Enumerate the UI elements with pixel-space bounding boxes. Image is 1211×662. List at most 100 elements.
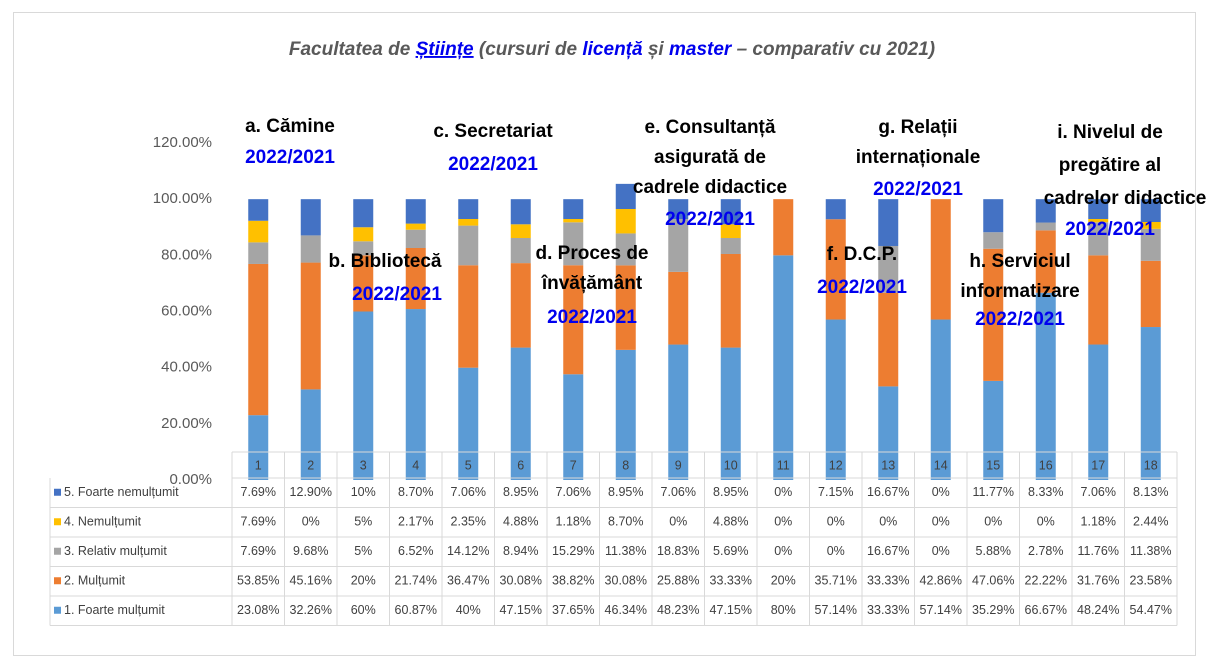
table-value: 33.33% xyxy=(867,574,909,588)
bar-segment xyxy=(878,245,899,293)
table-value: 45.16% xyxy=(290,574,332,588)
table-value: 0% xyxy=(827,544,845,558)
title-part: și xyxy=(643,39,669,60)
annotation: pregătire al xyxy=(1059,155,1161,176)
table-value: 1.18% xyxy=(1081,515,1116,529)
annotation-period: 2022/2021 xyxy=(547,307,637,328)
table-value: 5.88% xyxy=(976,544,1011,558)
table-value: 47.15% xyxy=(500,603,542,617)
annotation: b. Bibliotecă xyxy=(329,251,442,272)
y-tick-label: 0.00% xyxy=(169,471,212,488)
chart-title: Facultatea de Științe (cursuri de licenț… xyxy=(289,39,935,60)
legend-key xyxy=(54,488,61,496)
table-value: 36.47% xyxy=(447,574,489,588)
table-value: 47.06% xyxy=(972,574,1014,588)
table-value: 9.68% xyxy=(293,544,328,558)
bar-segment xyxy=(405,199,426,224)
bar-segment xyxy=(1088,344,1109,480)
x-tick-label: 14 xyxy=(934,458,948,472)
bar-segment xyxy=(510,347,531,480)
x-tick-label: 5 xyxy=(465,458,472,472)
table-value: 25.88% xyxy=(657,574,699,588)
title-part: Facultatea de xyxy=(289,39,416,60)
annotation-period: 2022/2021 xyxy=(975,309,1065,330)
table-value: 14.12% xyxy=(447,544,489,558)
bar-segment xyxy=(615,208,636,234)
table-value: 23.08% xyxy=(237,603,279,617)
table-value: 47.15% xyxy=(710,603,752,617)
y-tick-label: 120.00% xyxy=(153,134,212,151)
bar-segment xyxy=(615,349,636,480)
bar-segment xyxy=(248,220,269,243)
table-value: 7.69% xyxy=(241,485,276,499)
bar-segment xyxy=(825,219,846,320)
table-value: 21.74% xyxy=(395,574,437,588)
table-value: 0% xyxy=(1037,515,1055,529)
bar-segment xyxy=(1088,218,1109,223)
annotation-period: 2022/2021 xyxy=(817,277,907,298)
bar-segment xyxy=(720,347,741,480)
table-value: 8.95% xyxy=(503,485,538,499)
bar-segment xyxy=(405,229,426,249)
legend-key xyxy=(54,518,61,526)
table-value: 1.18% xyxy=(556,515,591,529)
table-value: 80% xyxy=(771,603,796,617)
bar-segment xyxy=(720,253,741,348)
annotation-period: 2022/2021 xyxy=(873,179,963,200)
table-value: 4.88% xyxy=(503,515,538,529)
table-value: 5.69% xyxy=(713,544,748,558)
annotation: i. Nivelul de xyxy=(1057,122,1163,143)
table-value: 15.29% xyxy=(552,544,594,558)
bar-segment xyxy=(300,262,321,390)
bar-segment xyxy=(563,222,584,266)
bar-segment xyxy=(1140,221,1161,229)
bar-segment xyxy=(1140,199,1161,222)
table-value: 0% xyxy=(984,515,1002,529)
table-value: 7.06% xyxy=(556,485,591,499)
bar-segment xyxy=(668,218,689,272)
title-part: licență xyxy=(582,39,643,60)
table-value: 54.47% xyxy=(1130,603,1172,617)
table-value: 0% xyxy=(932,485,950,499)
x-tick-label: 1 xyxy=(255,458,262,472)
bar-segment xyxy=(720,238,741,254)
legend-label: 5. Foarte nemulțumit xyxy=(64,485,179,499)
bar-segment xyxy=(248,415,269,480)
legend-label: 3. Relativ mulțumit xyxy=(64,544,167,558)
x-tick-label: 13 xyxy=(881,458,895,472)
bar-segment xyxy=(1088,199,1109,219)
bar-segment xyxy=(983,380,1004,480)
table-value: 48.24% xyxy=(1077,603,1119,617)
bar-segment xyxy=(615,265,636,350)
table-value: 12.90% xyxy=(290,485,332,499)
table-value: 22.22% xyxy=(1025,574,1067,588)
bar-segment xyxy=(615,233,636,266)
bar-segment xyxy=(300,199,321,236)
x-tick-label: 4 xyxy=(412,458,419,472)
title-part: Științe xyxy=(416,39,474,60)
bar-segment xyxy=(248,263,269,416)
title-part: (cursuri de xyxy=(474,39,583,60)
bar-segment xyxy=(878,292,899,387)
table-value: 53.85% xyxy=(237,574,279,588)
title-part: – comparativ cu 2021) xyxy=(731,39,935,60)
bar-segment xyxy=(1035,222,1056,231)
table-value: 30.08% xyxy=(500,574,542,588)
bar-segment xyxy=(458,218,479,226)
table-value: 8.33% xyxy=(1028,485,1063,499)
legend-label: 2. Mulțumit xyxy=(64,574,126,588)
table-value: 8.95% xyxy=(713,485,748,499)
bar-segment xyxy=(930,319,951,480)
table-value: 38.82% xyxy=(552,574,594,588)
legend-key xyxy=(54,606,61,614)
x-tick-label: 7 xyxy=(570,458,577,472)
table-value: 48.23% xyxy=(657,603,699,617)
table-value: 2.35% xyxy=(451,515,486,529)
bar-segment xyxy=(405,309,426,480)
table-value: 2.44% xyxy=(1133,515,1168,529)
bar-segment xyxy=(1035,230,1056,293)
annotation: internaționale xyxy=(856,147,981,168)
annotation: f. D.C.P. xyxy=(827,244,897,265)
bar-segment xyxy=(983,248,1004,381)
table-value: 40% xyxy=(456,603,481,617)
